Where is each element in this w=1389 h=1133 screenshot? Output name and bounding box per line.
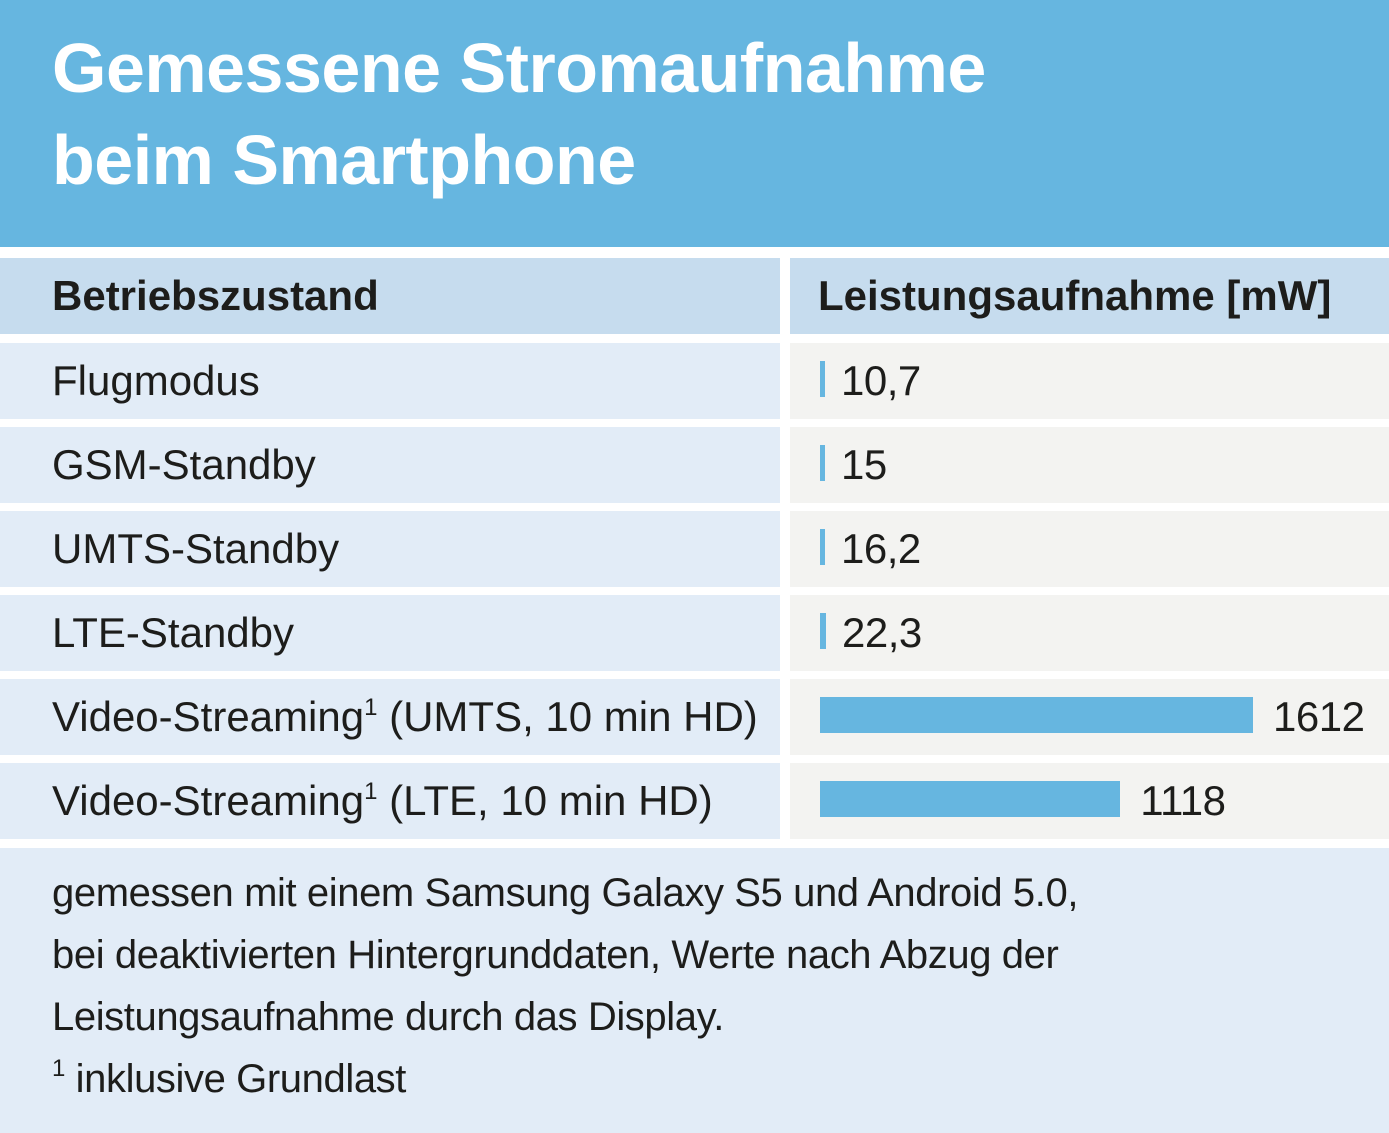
bar <box>820 445 825 481</box>
title-line-1: Gemessene Stromaufnahme <box>52 29 986 107</box>
column-header-state: Betriebszustand <box>0 258 780 334</box>
footnote-ref: 1 <box>364 694 378 721</box>
row-label-text: GSM-Standby <box>52 441 316 488</box>
title-line-2: beim Smartphone <box>52 121 636 199</box>
data-label: 10,7 <box>841 357 921 404</box>
data-label: 16,2 <box>841 525 921 572</box>
row-flugmodus-label: Flugmodus <box>0 343 780 419</box>
data-label: 15 <box>841 441 887 488</box>
bar <box>820 781 1121 817</box>
chart-title: Gemessene Stromaufnahme beim Smartphone <box>52 22 986 206</box>
footnote-marker: 1 <box>52 1055 65 1082</box>
row-label-text: Video-Streaming <box>52 777 365 824</box>
row-label-text: UMTS-Standby <box>52 525 340 572</box>
column-header-power: Leistungsaufnahme [mW] <box>790 258 1389 334</box>
row-lte-standby-value-cell: 22,3 <box>790 595 1389 671</box>
row-video-streaming-umts-value-cell: 1612 <box>790 679 1389 755</box>
bar <box>820 697 1253 733</box>
footnote-ref: 1 <box>364 778 378 805</box>
footnote-line-2: bei deaktivierten Hintergrunddaten, Wert… <box>52 933 1059 977</box>
footnote-block: gemessen mit einem Samsung Galaxy S5 und… <box>0 848 1389 1133</box>
data-label: 1612 <box>1273 693 1365 740</box>
row-video-streaming-lte-label: Video-Streaming1 (LTE, 10 min HD) <box>0 763 780 839</box>
row-video-streaming-lte-value-cell: 1118 <box>790 763 1389 839</box>
row-lte-standby-label: LTE-Standby <box>0 595 780 671</box>
data-label: 1118 <box>1140 777 1226 824</box>
footnote-line-3: Leistungsaufnahme durch das Display. <box>52 995 724 1039</box>
bar <box>820 529 825 565</box>
row-flugmodus-value-cell: 10,7 <box>790 343 1389 419</box>
row-label-text: Video-Streaming <box>52 693 365 740</box>
row-label-detail: (LTE, 10 min HD) <box>377 777 713 824</box>
row-umts-standby-value-cell: 16,2 <box>790 511 1389 587</box>
footnote-line-4: 1 inklusive Grundlast <box>52 1048 1389 1110</box>
row-video-streaming-umts-label: Video-Streaming1 (UMTS, 10 min HD) <box>0 679 780 755</box>
footnote-text: inklusive Grundlast <box>64 1057 407 1101</box>
row-label-detail: (UMTS, 10 min HD) <box>377 693 758 740</box>
bar <box>820 361 825 397</box>
bar <box>820 613 826 649</box>
footnote-line-1: gemessen mit einem Samsung Galaxy S5 und… <box>52 871 1079 915</box>
title-banner: Gemessene Stromaufnahme beim Smartphone <box>0 0 1389 247</box>
row-gsm-standby-label: GSM-Standby <box>0 427 780 503</box>
data-label: 22,3 <box>841 609 922 656</box>
row-umts-standby-label: UMTS-Standby <box>0 511 780 587</box>
row-label-text: Flugmodus <box>52 357 260 404</box>
row-label-text: LTE-Standby <box>52 609 295 656</box>
row-gsm-standby-value-cell: 15 <box>790 427 1389 503</box>
